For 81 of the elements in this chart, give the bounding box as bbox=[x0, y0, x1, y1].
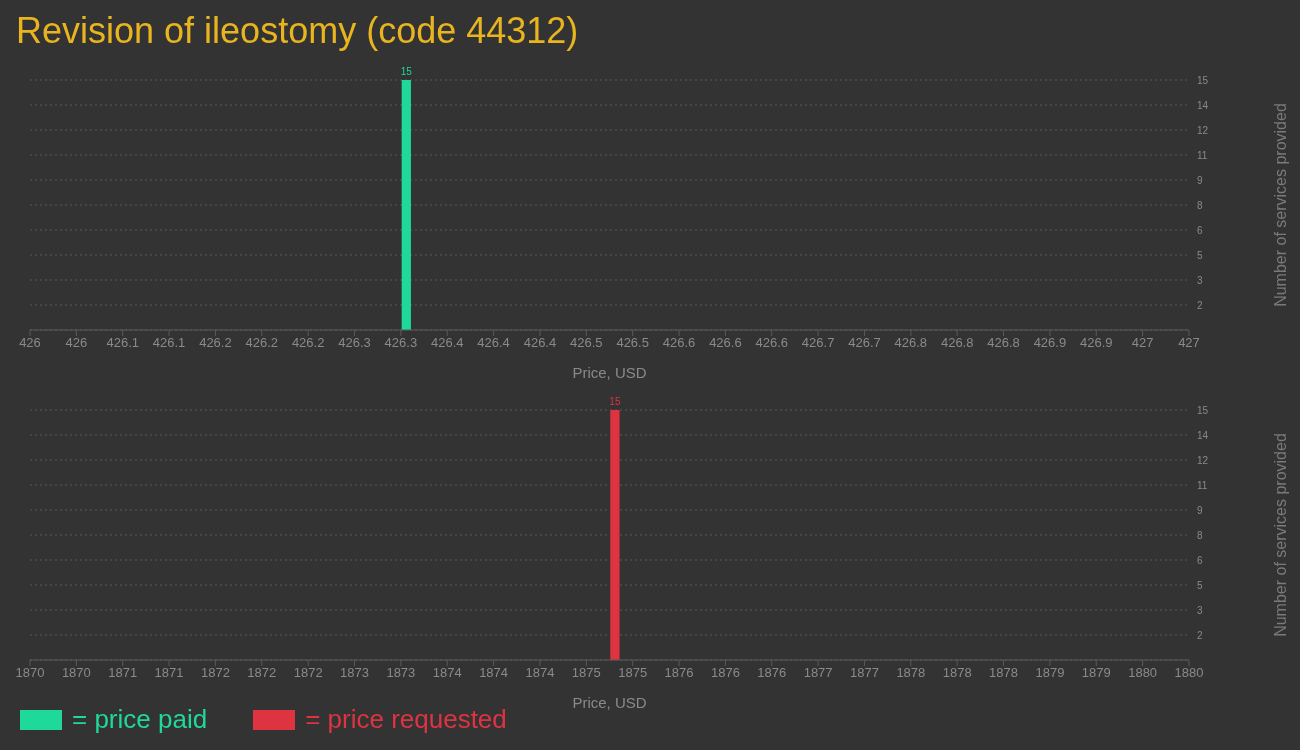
y-tick-label: 14 bbox=[1197, 429, 1209, 441]
y-tick-label: 12 bbox=[1197, 124, 1209, 136]
data-label: 15 bbox=[609, 396, 621, 407]
x-tick-label: 426.2 bbox=[245, 335, 279, 351]
chart-title: Revision of ileostomy (code 44312) bbox=[16, 10, 579, 52]
y-tick-label: 15 bbox=[1197, 74, 1209, 86]
x-tick-label: 1878 bbox=[942, 665, 972, 681]
y-tick-label: 9 bbox=[1197, 174, 1203, 186]
x-tick-label: 1872 bbox=[247, 665, 277, 681]
x-tick-label: 426.6 bbox=[709, 335, 742, 351]
y-tick-label: 9 bbox=[1197, 504, 1203, 516]
legend-label: = price paid bbox=[72, 704, 208, 735]
x-tick-label: 426.3 bbox=[338, 335, 371, 351]
x-tick-label: 1871 bbox=[108, 665, 138, 681]
y-tick-label: 6 bbox=[1197, 224, 1203, 236]
legend-label: = price requested bbox=[305, 704, 507, 735]
x-tick-label: 427 bbox=[1131, 335, 1154, 351]
x-tick-label: 1880 bbox=[1174, 665, 1204, 681]
x-tick-label: 426.6 bbox=[662, 335, 696, 351]
y-axis-title: Number of services provided bbox=[1271, 433, 1289, 637]
x-tick-label: 426.4 bbox=[477, 335, 510, 351]
x-tick-label: 426.5 bbox=[570, 335, 603, 351]
x-axis-title: Price, USD bbox=[572, 694, 647, 711]
x-tick-label: 426 bbox=[65, 335, 88, 351]
x-tick-label: 426.1 bbox=[106, 335, 139, 351]
x-tick-label: 1879 bbox=[1035, 665, 1065, 681]
x-tick-label: 426.4 bbox=[430, 335, 464, 351]
x-tick-label: 426.8 bbox=[894, 335, 928, 351]
x-tick-label: 1874 bbox=[432, 665, 462, 681]
x-tick-label: 1876 bbox=[710, 665, 740, 681]
x-tick-label: 427 bbox=[1178, 335, 1200, 351]
y-axis-title: Number of services provided bbox=[1271, 103, 1289, 307]
x-tick-label: 1877 bbox=[850, 665, 879, 681]
x-tick-label: 1870 bbox=[15, 665, 45, 681]
y-tick-label: 5 bbox=[1197, 249, 1203, 261]
y-tick-label: 12 bbox=[1197, 454, 1209, 466]
x-tick-label: 1879 bbox=[1081, 665, 1111, 681]
x-tick-label: 426.8 bbox=[940, 335, 974, 351]
x-tick-label: 1872 bbox=[200, 665, 230, 681]
y-tick-label: 6 bbox=[1197, 554, 1203, 566]
x-tick-label: 1875 bbox=[571, 665, 601, 681]
y-tick-label: 3 bbox=[1197, 604, 1203, 616]
x-tick-label: 426.5 bbox=[616, 335, 649, 351]
x-tick-label: 1875 bbox=[618, 665, 648, 681]
y-tick-label: 3 bbox=[1197, 274, 1203, 286]
x-tick-label: 426.7 bbox=[801, 335, 835, 351]
x-tick-label: 426.7 bbox=[848, 335, 881, 351]
x-tick-label: 426.2 bbox=[291, 335, 325, 351]
y-tick-label: 11 bbox=[1197, 149, 1208, 161]
y-tick-label: 2 bbox=[1197, 299, 1203, 311]
x-tick-label: 426.1 bbox=[152, 335, 186, 351]
y-tick-label: 14 bbox=[1197, 99, 1209, 111]
y-tick-label: 8 bbox=[1197, 199, 1203, 211]
x-tick-label: 1873 bbox=[386, 665, 416, 681]
x-axis-title: Price, USD bbox=[572, 364, 647, 381]
x-tick-label: 1877 bbox=[803, 665, 833, 681]
x-tick-label: 426.6 bbox=[755, 335, 789, 351]
y-tick-label: 8 bbox=[1197, 529, 1203, 541]
x-tick-label: 1880 bbox=[1128, 665, 1158, 681]
x-tick-label: 1876 bbox=[757, 665, 787, 681]
x-tick-label: 1870 bbox=[61, 665, 91, 681]
x-tick-label: 426.2 bbox=[199, 335, 232, 351]
x-tick-label: 1871 bbox=[154, 665, 184, 681]
x-tick-label: 1878 bbox=[989, 665, 1019, 681]
x-tick-label: 1874 bbox=[479, 665, 509, 681]
x-tick-label: 1876 bbox=[664, 665, 694, 681]
x-tick-label: 1874 bbox=[525, 665, 555, 681]
x-tick-label: 1878 bbox=[896, 665, 926, 681]
x-tick-label: 426.4 bbox=[523, 335, 557, 351]
y-tick-label: 15 bbox=[1197, 404, 1209, 416]
data-label: 15 bbox=[400, 66, 413, 77]
y-tick-label: 2 bbox=[1197, 629, 1203, 641]
x-tick-label: 426.9 bbox=[1080, 335, 1113, 351]
x-tick-label: 426.3 bbox=[384, 335, 418, 351]
x-tick-label: 426.9 bbox=[1033, 335, 1067, 351]
x-tick-label: 1873 bbox=[340, 665, 369, 681]
x-tick-label: 426.8 bbox=[987, 335, 1020, 351]
y-tick-label: 11 bbox=[1197, 479, 1208, 491]
x-tick-label: 1872 bbox=[293, 665, 323, 681]
y-tick-label: 5 bbox=[1197, 579, 1203, 591]
x-tick-label: 426 bbox=[19, 335, 41, 351]
